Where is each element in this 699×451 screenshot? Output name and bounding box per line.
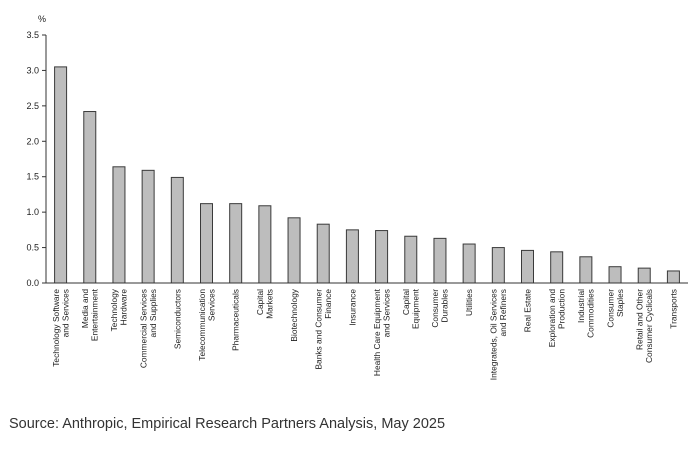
x-category-label-line: Pharmaceuticals — [231, 289, 241, 351]
x-category-label: Consumer Durables — [430, 289, 450, 328]
bar — [462, 243, 476, 284]
x-category-label: Utilities — [464, 289, 474, 316]
x-category-label: Capital Equipment — [401, 288, 421, 329]
x-category-label: Integrateds, Oil Services and Refiners — [489, 289, 509, 380]
x-category-label-line: Finance — [323, 289, 333, 319]
bar — [550, 251, 564, 284]
bar — [83, 111, 97, 284]
x-category-label: Consumer Staples — [605, 289, 625, 328]
x-category-label-line: Equipment — [411, 288, 421, 329]
x-category-label-line: and Supplies — [148, 289, 158, 337]
x-category-label: Retail and Other Consumer Cyclicals — [634, 289, 654, 363]
x-category-label-line: Markets — [265, 289, 275, 319]
bar-chart: % 0.0 0.5 1.0 1.5 2.0 2.5 3.0 3.5 Technology So… — [26, 14, 688, 380]
x-category-label: Real Estate — [523, 289, 533, 333]
bar — [375, 230, 389, 284]
x-axis-category-labels: Technology Software and Services Media and… — [51, 288, 679, 380]
y-tick-label: 1.5 — [26, 172, 39, 182]
bar — [112, 166, 126, 284]
x-category-label-line: and Refiners — [498, 289, 508, 337]
y-tick-label: 0.5 — [26, 243, 39, 253]
bar — [404, 235, 418, 284]
x-category-label-line: Entertainment — [90, 288, 100, 341]
x-category-label-line: and Services — [60, 289, 70, 337]
x-category-label-line: and Services — [381, 289, 391, 337]
bar — [579, 256, 593, 284]
x-category-label-line: Industrial — [576, 289, 586, 323]
x-category-label-line: Technology Software — [51, 289, 61, 367]
x-category-label: Technology Software and Services — [51, 289, 71, 367]
bar — [316, 223, 330, 284]
x-category-label-line: Semiconductors — [172, 289, 182, 349]
x-category-label-line: Commercial Services — [138, 289, 148, 368]
x-category-label-line: Staples — [615, 289, 625, 317]
x-category-label-line: Consumer — [605, 289, 615, 328]
bar — [608, 266, 622, 284]
x-category-label: Biotechnology — [289, 288, 299, 341]
y-tick-label: 3.5 — [26, 30, 39, 40]
bars-group — [54, 66, 680, 284]
y-axis-ticks: 0.0 0.5 1.0 1.5 2.0 2.5 3.0 3.5 — [26, 30, 46, 288]
bar — [491, 247, 505, 284]
bar — [637, 267, 651, 284]
x-category-label-line: Capital — [255, 289, 265, 315]
x-category-label-line: Hardware — [119, 289, 129, 326]
bar — [200, 203, 213, 284]
x-category-label-line: Transports — [668, 289, 678, 329]
x-category-label: Industrial Commodities — [576, 289, 596, 338]
x-category-label-line: Insurance — [347, 289, 357, 326]
y-tick-label: 2.0 — [26, 136, 39, 146]
x-category-label-line: Banks and Consumer — [313, 289, 323, 370]
x-category-label-line: Retail and Other — [634, 289, 644, 350]
x-category-label-line: Consumer Cyclicals — [644, 289, 654, 363]
bar — [521, 249, 534, 284]
bar — [666, 270, 680, 284]
x-category-label-line: Services — [206, 289, 216, 321]
x-category-label: Pharmaceuticals — [231, 289, 241, 351]
x-category-label-line: Durables — [440, 289, 450, 323]
x-category-label: Media and Entertainment — [80, 288, 100, 341]
bar — [141, 169, 155, 284]
x-category-label: Semiconductors — [172, 289, 182, 349]
x-category-label: Transports — [668, 289, 678, 329]
bar — [433, 237, 447, 284]
x-category-label: Health Care Equipment and Services — [372, 288, 392, 376]
y-tick-label: 3.0 — [26, 65, 39, 75]
x-category-label: Telecommunication Services — [197, 289, 217, 361]
bar — [229, 203, 243, 284]
x-category-label-line: Biotechnology — [289, 288, 299, 341]
x-category-label-line: Production — [556, 289, 566, 329]
x-category-label: Insurance — [347, 289, 357, 326]
x-category-label-line: Real Estate — [523, 289, 533, 333]
x-category-label: Capital Markets — [255, 289, 275, 319]
x-category-label-line: Integrateds, Oil Services — [489, 289, 499, 380]
x-category-label-line: Consumer — [430, 289, 440, 328]
x-category-label: Technology Hardware — [109, 288, 129, 331]
x-category-label: Banks and Consumer Finance — [313, 289, 333, 370]
y-tick-label: 1.0 — [26, 207, 39, 217]
x-category-label-line: Commodities — [586, 289, 596, 338]
x-category-label-line: Media and — [80, 289, 90, 328]
bar — [287, 217, 301, 284]
x-category-label-line: Health Care Equipment — [372, 288, 382, 376]
source-note: Source: Anthropic, Empirical Research Pa… — [9, 416, 446, 432]
x-category-label-line: Capital — [401, 289, 411, 315]
x-category-label-line: Telecommunication — [197, 289, 207, 361]
bar — [54, 66, 68, 284]
x-category-label: Exploration and Production — [547, 289, 567, 348]
y-tick-label: 0.0 — [26, 278, 39, 288]
x-category-label-line: Exploration and — [547, 289, 557, 348]
y-tick-label: 2.5 — [26, 101, 39, 111]
x-category-label: Commercial Services and Supplies — [138, 289, 158, 368]
bar — [170, 176, 184, 284]
bar — [258, 205, 272, 284]
y-axis-unit-label: % — [38, 14, 46, 24]
bar — [345, 229, 359, 284]
x-category-label-line: Technology — [109, 288, 119, 331]
x-category-label-line: Utilities — [464, 289, 474, 316]
